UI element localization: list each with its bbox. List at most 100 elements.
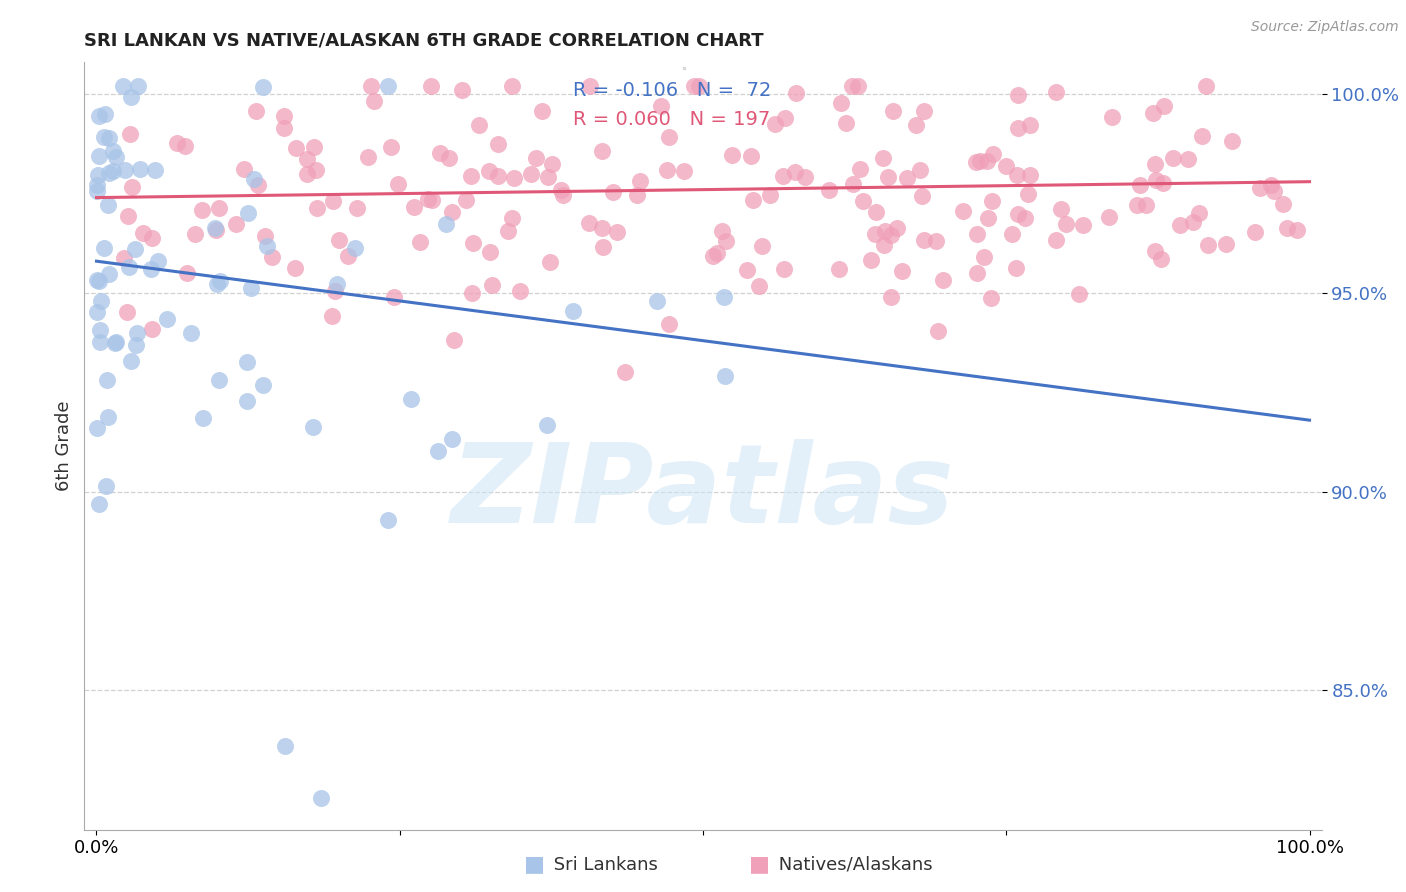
Point: [243, 172, 266, 186]
Point: [758, 188, 780, 202]
Point: [101, 144, 124, 158]
Point: [524, 151, 547, 165]
Point: [1150, 252, 1173, 266]
Point: [103, 164, 125, 178]
Point: [530, 104, 553, 119]
Point: [863, 227, 886, 241]
Point: [93, 241, 115, 255]
Point: [650, 99, 672, 113]
Point: [86, 421, 108, 435]
Point: [166, 136, 188, 151]
Point: [89, 109, 111, 123]
Point: [1018, 168, 1040, 182]
Point: [561, 303, 583, 318]
Point: [912, 233, 935, 247]
Point: [852, 194, 875, 209]
Point: [1144, 173, 1167, 187]
Point: [254, 229, 277, 244]
Point: [98, 131, 121, 145]
Point: [193, 411, 215, 425]
Point: [302, 420, 325, 434]
Point: [880, 291, 903, 305]
Point: [628, 174, 651, 188]
Point: [377, 79, 399, 94]
Point: [307, 202, 329, 216]
Point: [443, 333, 465, 347]
Point: [1191, 128, 1213, 143]
Point: [925, 234, 948, 248]
Point: [1215, 237, 1237, 252]
Point: [174, 139, 197, 153]
Point: [295, 153, 318, 167]
Point: [89, 334, 111, 349]
Point: [486, 169, 509, 183]
Point: [1005, 168, 1028, 182]
Text: ZIPatlas: ZIPatlas: [451, 439, 955, 546]
Point: [592, 240, 614, 254]
Point: [1045, 86, 1067, 100]
Point: [399, 392, 422, 407]
Point: [748, 279, 770, 293]
Point: [180, 326, 202, 340]
Point: [498, 224, 520, 238]
Point: [90, 293, 112, 308]
Point: [246, 178, 269, 193]
Point: [104, 335, 127, 350]
Point: [322, 194, 344, 208]
Point: [1071, 219, 1094, 233]
Point: [1135, 198, 1157, 212]
Point: [86, 304, 108, 318]
Point: [454, 193, 477, 207]
Point: [191, 202, 214, 217]
Point: [104, 150, 127, 164]
Point: [357, 150, 380, 164]
Point: [384, 290, 406, 304]
Point: [273, 739, 295, 753]
Point: [981, 194, 1004, 209]
Point: [256, 239, 278, 253]
Point: [1153, 99, 1175, 113]
Point: [1014, 211, 1036, 226]
Point: [735, 263, 758, 277]
Point: [252, 79, 274, 94]
Point: [460, 169, 482, 184]
Point: [156, 311, 179, 326]
Point: [87, 496, 110, 510]
Text: R = 0.060   N = 197: R = 0.060 N = 197: [574, 111, 770, 129]
Point: [96, 478, 118, 492]
Text: SRI LANKAN VS NATIVE/ALASKAN 6TH GRADE CORRELATION CHART: SRI LANKAN VS NATIVE/ALASKAN 6TH GRADE C…: [84, 32, 763, 50]
Point: [501, 211, 523, 225]
Point: [1152, 176, 1174, 190]
Point: [481, 277, 503, 292]
Point: [606, 225, 628, 239]
Point: [827, 261, 849, 276]
Y-axis label: 6th Grade: 6th Grade: [55, 401, 73, 491]
Point: [682, 79, 704, 94]
Point: [1220, 134, 1243, 148]
Point: [1045, 233, 1067, 247]
Point: [1007, 207, 1029, 221]
Point: [541, 156, 564, 170]
Point: [461, 286, 484, 301]
Point: [1168, 218, 1191, 232]
Point: [713, 369, 735, 384]
Point: [688, 79, 710, 94]
Point: [501, 79, 523, 94]
Point: [184, 227, 207, 241]
Point: [239, 281, 262, 295]
Text: R = -0.106   N =  72: R = -0.106 N = 72: [574, 81, 772, 100]
Point: [1275, 221, 1298, 235]
Point: [238, 205, 260, 219]
Point: [132, 226, 155, 240]
Point: [1007, 120, 1029, 135]
Point: [346, 201, 368, 215]
Point: [309, 790, 332, 805]
Text: ■: ■: [524, 854, 544, 873]
Point: [910, 188, 932, 202]
Point: [236, 393, 259, 408]
Point: [420, 193, 443, 207]
Point: [1067, 287, 1090, 301]
Point: [441, 433, 464, 447]
Point: [120, 354, 142, 368]
Point: [208, 201, 231, 215]
